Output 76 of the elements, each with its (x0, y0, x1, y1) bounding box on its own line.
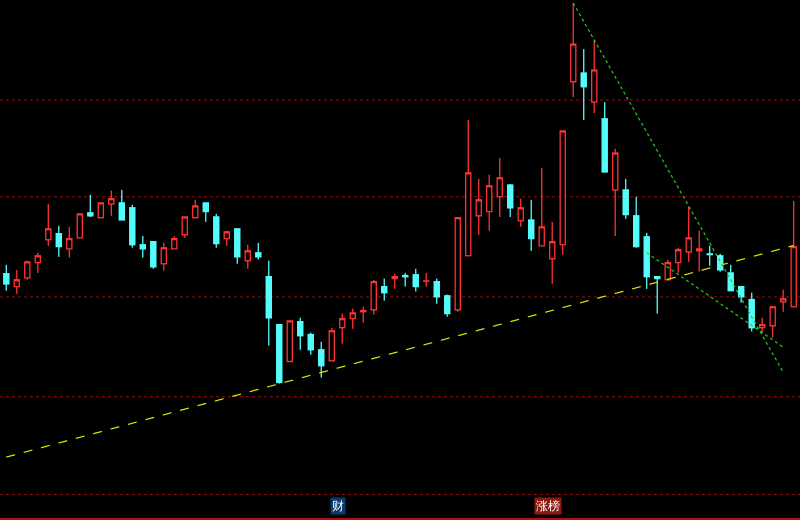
candlestick (381, 278, 388, 302)
candlestick (434, 278, 440, 304)
candlestick (392, 273, 398, 290)
candlestick (108, 190, 115, 216)
candlestick (622, 178, 629, 220)
candlestick (633, 196, 640, 248)
text: 涨榜 (536, 499, 560, 513)
candlestick (706, 245, 713, 266)
candlestick (171, 235, 178, 250)
candlestick (286, 320, 293, 362)
candlestick (118, 189, 126, 221)
candlestick (538, 167, 545, 247)
candlestick (150, 241, 156, 270)
candlestick (674, 247, 682, 274)
candlestick (192, 199, 198, 218)
candlestick (412, 268, 419, 292)
candlestick (780, 288, 786, 312)
candlestick (654, 276, 660, 314)
candlestick (696, 230, 702, 272)
candlestick (266, 260, 272, 346)
candlestick (591, 39, 598, 114)
candlestick (297, 317, 304, 350)
candlestick (350, 308, 356, 330)
candlestick (66, 226, 73, 258)
candlestick (339, 312, 346, 344)
candlestick (244, 244, 251, 270)
candlestick (276, 324, 282, 384)
candlestick (465, 119, 472, 256)
candlestick (202, 202, 209, 223)
candlestick (56, 225, 62, 258)
candlestick (76, 213, 84, 239)
candlestick (234, 228, 240, 264)
candlestick (182, 216, 188, 239)
candlestick (213, 213, 220, 248)
candlestick (612, 148, 618, 237)
candlestick (549, 221, 556, 285)
candlestick (34, 252, 42, 274)
candlestick (160, 242, 167, 272)
candlestick (560, 130, 566, 256)
candlestick (98, 202, 104, 218)
candlestick (685, 206, 692, 262)
candlestick (45, 203, 52, 247)
candlestick (14, 269, 20, 294)
candlestick (308, 332, 314, 356)
candlestick (644, 232, 650, 290)
candlestick (664, 258, 671, 282)
candlestick (402, 272, 408, 288)
candlestick (738, 285, 744, 304)
candlestick (769, 306, 776, 338)
candlestick (328, 327, 335, 362)
candlestick (444, 294, 450, 318)
candlestick (360, 306, 366, 324)
candlestick (476, 178, 482, 236)
candlestick (370, 279, 377, 316)
candlestick (140, 235, 146, 258)
candlestick (528, 199, 534, 252)
candlestick (507, 183, 514, 218)
candlestick (423, 272, 430, 288)
candlestick (454, 217, 461, 312)
candlestick (580, 48, 587, 121)
candlestick (87, 194, 94, 218)
candlestick (224, 230, 230, 247)
candlestick (758, 317, 766, 334)
candlestick (518, 198, 524, 228)
candlestick (748, 292, 755, 332)
candlestick (486, 174, 492, 232)
candlestick (602, 101, 608, 173)
candlestick (129, 204, 136, 248)
candlestick (24, 260, 31, 280)
candlestick (3, 264, 10, 292)
text: 财 (332, 499, 344, 513)
candlestick (790, 200, 797, 308)
candlestick (255, 242, 262, 260)
candlestick (727, 264, 734, 292)
candlestick (318, 341, 324, 378)
candlestick (496, 157, 503, 218)
